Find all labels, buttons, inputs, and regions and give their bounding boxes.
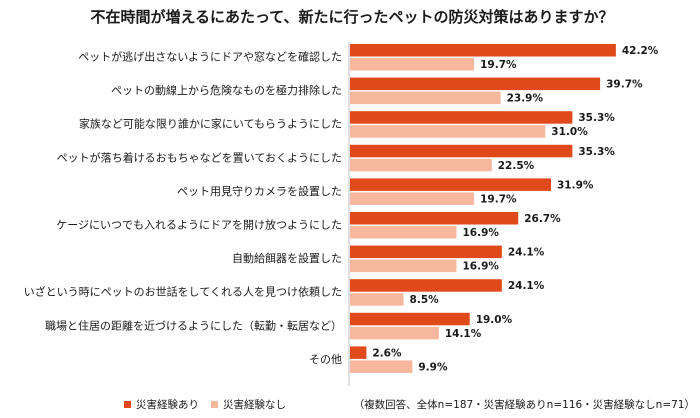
bar-experienced	[350, 346, 367, 359]
data-label: 24.1%	[508, 247, 545, 259]
category-label: ペットの動線上から危険なものを極力排除した	[111, 83, 342, 97]
category-label: ペットが逃げ出さないようにドアや窓などを確認した	[78, 50, 342, 64]
data-label: 42.2%	[622, 45, 659, 57]
sample-size-note: （複数回答、全体n=187・災害経験ありn=116・災害経験なしn=71）	[354, 398, 695, 411]
bar-experienced	[350, 44, 616, 57]
legend-swatch-experienced	[124, 401, 131, 408]
data-label: 19.7%	[480, 59, 517, 71]
bar-experienced	[350, 144, 573, 158]
value-labels: 42.2% 19.7% 39.7% 23.9% 35.3% 31.0% 35.3% 22.5%…	[372, 45, 658, 373]
bar-not-experienced	[350, 293, 404, 306]
category-labels: ペットが逃げ出さないようにドアや窓などを確認したペットの動線上から危険なものを極…	[24, 50, 342, 366]
data-label: 35.3%	[578, 112, 615, 124]
category-label: その他	[309, 353, 342, 366]
bar-experienced	[350, 312, 470, 326]
bar-not-experienced	[350, 259, 457, 273]
bar-experienced	[350, 111, 573, 124]
data-label: 39.7%	[606, 79, 643, 91]
bar-experienced	[350, 178, 551, 191]
data-label: 16.9%	[462, 227, 499, 239]
data-label: 22.5%	[498, 160, 535, 172]
category-label: 家族など可能な限り誰かに家にいてもらうようにした	[79, 117, 342, 131]
data-label: 23.9%	[507, 93, 544, 105]
data-label: 2.6%	[372, 347, 402, 359]
bar-not-experienced	[350, 158, 492, 172]
category-label: 自動給餌器を設置した	[232, 251, 342, 265]
bar-not-experienced	[350, 125, 546, 138]
category-label: ペット用見守りカメラを設置した	[177, 184, 342, 198]
bar-not-experienced	[350, 58, 475, 71]
data-label: 16.9%	[462, 261, 499, 273]
category-label: ペットが落ち着けるおもちゃなどを置いておくようにした	[57, 150, 342, 164]
bar-not-experienced	[350, 360, 413, 373]
legend: 災害経験あり 災害経験なし	[124, 398, 286, 411]
legend-label-experienced: 災害経験あり	[136, 398, 199, 411]
bars	[350, 44, 616, 373]
legend-swatch-not-experienced	[211, 401, 218, 408]
category-label: ケージにいつでも入れるようにドアを開け放つようにした	[56, 218, 342, 232]
data-label: 19.7%	[480, 193, 517, 205]
data-label: 24.1%	[508, 280, 545, 292]
data-label: 19.0%	[476, 314, 513, 326]
bar-experienced	[350, 77, 601, 91]
bar-experienced	[350, 212, 519, 225]
bar-not-experienced	[350, 91, 501, 105]
bar-experienced	[350, 279, 502, 292]
data-label: 26.7%	[524, 213, 561, 225]
data-label: 35.3%	[578, 146, 615, 158]
data-label: 9.9%	[418, 361, 448, 373]
legend-label-not-experienced: 災害経験なし	[223, 398, 286, 411]
data-label: 14.1%	[445, 328, 482, 340]
data-label: 8.5%	[410, 294, 440, 306]
chart-title: 不在時間が増えるにあたって、新たに行ったペットの防災対策はありますか？	[90, 8, 613, 26]
bar-experienced	[350, 245, 502, 259]
data-label: 31.0%	[551, 126, 588, 138]
bar-not-experienced	[350, 226, 457, 239]
category-label: 職場と住居の距離を近づけるようにした（転勤・転居など）	[45, 318, 342, 332]
bar-not-experienced	[350, 192, 475, 205]
data-label: 31.9%	[557, 179, 594, 191]
category-label: いざという時にペットのお世話をしてくれる人を見つけ依頼した	[24, 285, 342, 299]
bar-not-experienced	[350, 326, 439, 340]
